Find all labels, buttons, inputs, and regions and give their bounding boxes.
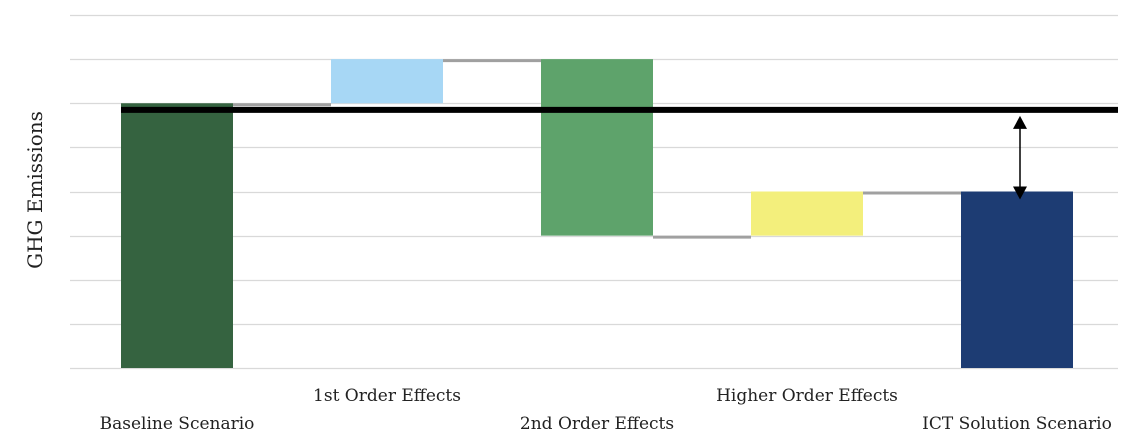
bar-ict-solution-scenario [961,191,1073,368]
category-label: Baseline Scenario [100,414,255,434]
bars [121,59,1073,368]
arrowhead-down [1013,186,1027,200]
category-label: 1st Order Effects [313,386,461,406]
bar-baseline-scenario [121,103,233,368]
category-labels: Baseline Scenario 1st Order Effects 2nd Or… [100,386,1112,434]
category-label: 2nd Order Effects [520,414,674,434]
category-label: Higher Order Effects [716,386,898,406]
connector-lines [233,59,961,239]
category-label: ICT Solution Scenario [922,414,1112,434]
bar-higher-order-effects [751,191,863,236]
bar-2nd-order-effects [541,59,653,236]
arrowhead-up [1013,115,1027,129]
difference-arrow [1013,115,1027,200]
bar-1st-order-effects [331,59,443,104]
y-axis-title: GHG Emissions [23,111,47,269]
